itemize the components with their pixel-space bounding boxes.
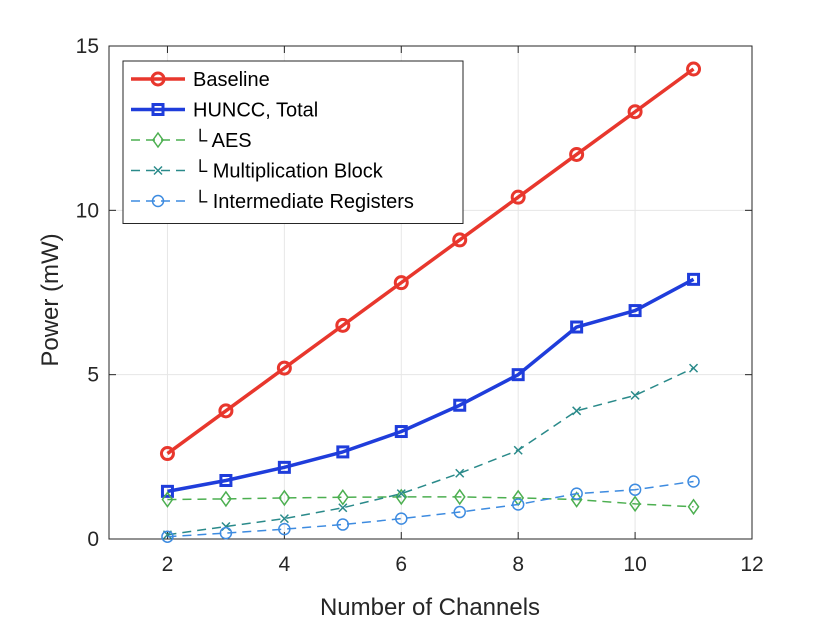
x-axis-label: Number of Channels [320,594,540,621]
legend-marker [152,131,164,149]
legend-label: └ Intermediate Registers [193,189,414,213]
legend-marker [150,71,166,87]
x-tick-label: 12 [740,553,763,576]
data-point [627,104,643,120]
data-point [221,521,231,532]
y-tick-label: 15 [76,35,99,58]
data-point [687,475,700,488]
data-point [572,406,582,416]
legend-entry: Baseline [131,69,270,91]
legend-entry: └ Intermediate Registers [131,189,414,213]
series-line [167,480,694,538]
series-line [166,67,695,455]
marker-stroke [572,406,582,416]
data-point [218,403,234,419]
x-tick-label: 10 [623,553,646,576]
series-4 [161,475,700,543]
data-point [335,317,351,333]
x-tick-label: 8 [512,553,524,576]
data-point [687,498,700,516]
marker-stroke [689,363,699,373]
axes-box [108,45,753,540]
data-point [393,275,409,291]
series-layer [159,61,702,543]
data-point [453,398,467,412]
data-point [511,368,525,382]
legend-entry: HUNCC, Total [131,100,318,122]
axes [108,45,753,540]
series-1 [160,272,701,498]
data-point [394,425,408,439]
legend-marker [153,165,163,176]
data-point [452,232,468,248]
data-point [219,473,233,487]
legend-label: └ AES [193,128,252,152]
data-point [160,484,174,498]
data-point [686,61,702,77]
marker-stroke [221,521,231,532]
data-point [336,445,350,459]
tick-labels: 2 4 6 8 10 12 0 5 10 15 [76,35,764,576]
data-point [513,445,523,455]
data-point [219,490,232,508]
data-point [510,189,526,205]
legend-entry: └ AES [131,128,252,152]
data-point [395,512,408,525]
data-point [276,360,292,376]
series-3 [162,363,699,540]
data-point [687,272,701,286]
legend-label: Baseline [193,69,270,91]
data-point [396,489,406,499]
data-point [336,488,349,506]
data-point [277,460,291,474]
marker-stroke [153,165,163,176]
legend-marker [151,103,165,116]
data-point [629,495,642,513]
data-point [219,526,233,540]
series-0 [159,61,702,462]
data-point [570,320,584,334]
series-line [167,496,694,508]
data-point [338,503,348,513]
y-tick-label: 10 [76,199,99,222]
data-point [279,514,289,524]
y-tick-label: 0 [87,528,99,551]
legend-entry: └ Multiplication Block [131,159,384,183]
data-point [278,522,291,536]
marker-stroke [279,514,289,524]
series-line [167,277,695,494]
data-point [453,488,466,506]
y-axis-label: Power (mW) [37,233,64,366]
data-point [395,488,408,506]
y-tick-label: 5 [87,364,99,387]
data-point [336,518,350,531]
marker-stroke [455,468,465,478]
legend-box [122,60,464,224]
data-point [630,390,640,400]
data-point [689,363,699,373]
x-tick-label: 6 [395,553,407,576]
legend: Baseline HUNCC, Total └ AES └ Multiplicatio… [122,60,464,224]
legend-label: HUNCC, Total [193,100,318,122]
marker-stroke [338,503,348,513]
x-tick-label: 2 [162,553,174,576]
data-point [570,487,583,500]
data-point [278,489,291,507]
data-point [453,505,466,519]
marker-stroke [396,489,406,499]
data-point [569,146,585,162]
data-point [161,491,174,508]
data-point [628,483,642,496]
data-point [511,498,525,511]
x-tick-label: 4 [279,553,291,576]
data-point [628,304,642,318]
marker-stroke [630,390,640,400]
legend-marker [151,194,165,208]
legend-label: └ Multiplication Block [193,159,384,183]
data-point [161,530,174,543]
data-point [159,446,175,462]
data-point [455,468,465,478]
marker-stroke [513,445,523,455]
